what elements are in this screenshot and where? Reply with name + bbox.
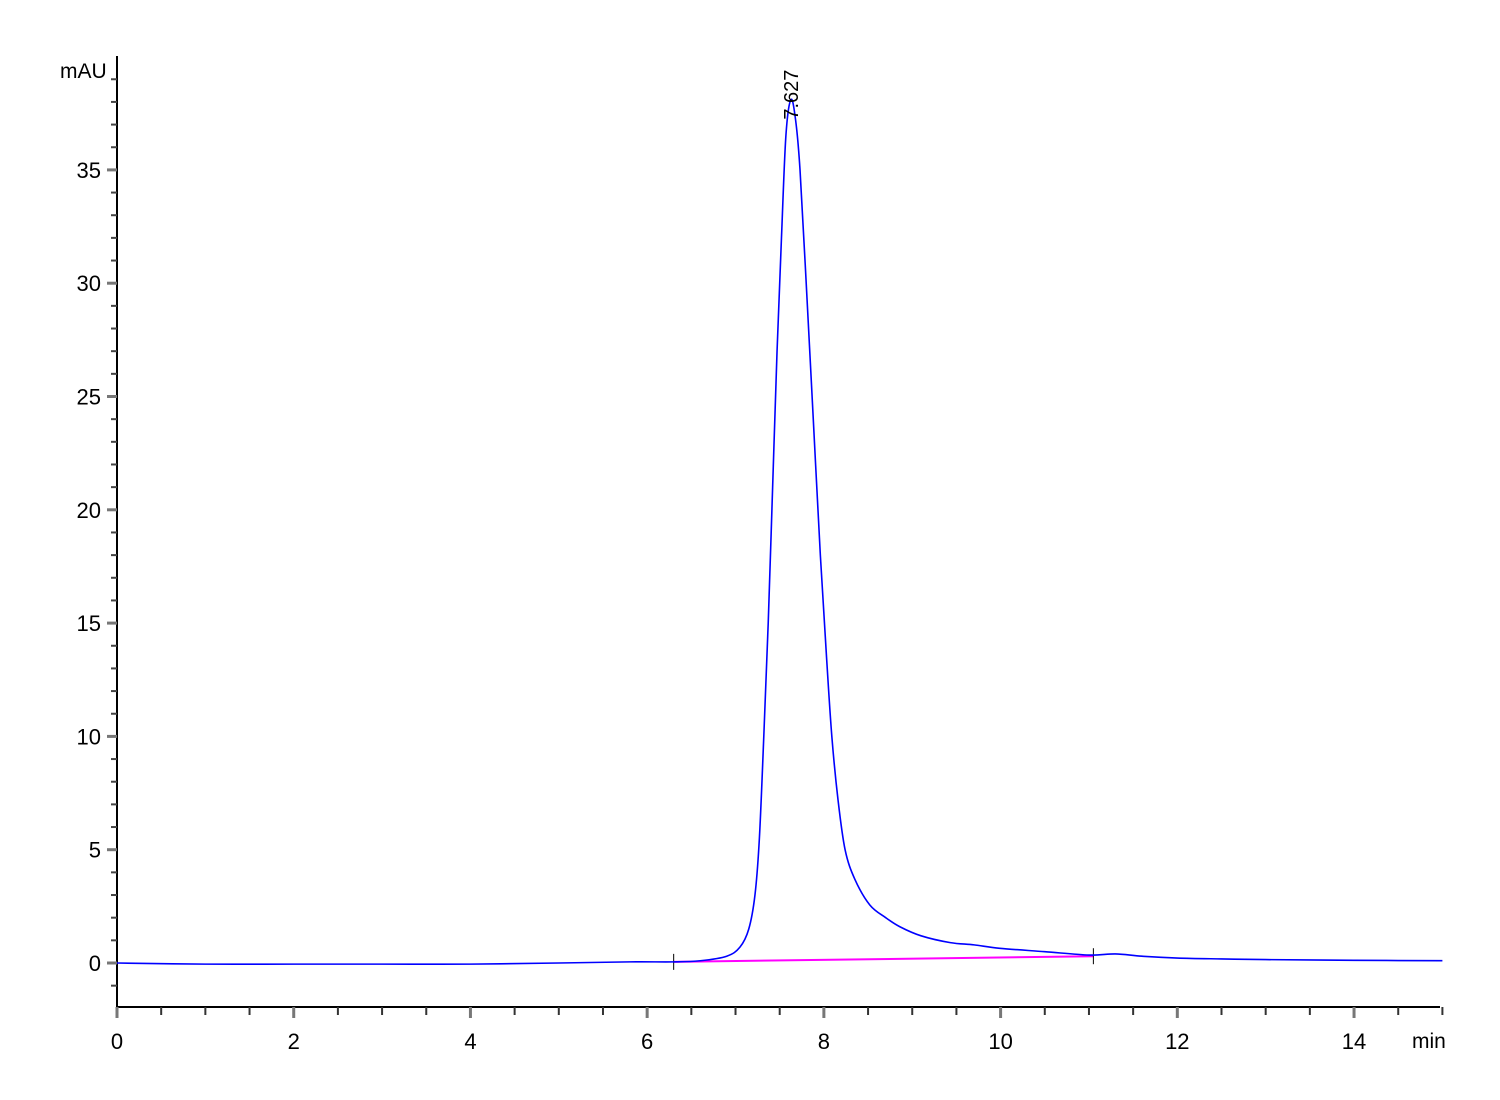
y-tick-label: 20: [77, 498, 101, 523]
x-tick-label: 0: [111, 1029, 123, 1054]
y-tick-label: 5: [89, 838, 101, 863]
y-tick-label: 25: [77, 385, 101, 410]
y-tick-label: 15: [77, 611, 101, 636]
x-tick-label: 8: [818, 1029, 830, 1054]
x-ticks: 0 2 4 6 8 10 12 14: [111, 1007, 1444, 1054]
x-tick-label: 4: [464, 1029, 476, 1054]
peak-retention-label: 7.627: [781, 70, 803, 120]
x-tick-label: 6: [641, 1029, 653, 1054]
integration-baseline: [673, 955, 1094, 963]
y-tick-label: 35: [77, 158, 101, 183]
x-tick-label: 12: [1165, 1029, 1189, 1054]
axes: [116, 56, 1440, 1008]
y-axis-label: mAU: [60, 60, 107, 83]
x-tick-label: 14: [1342, 1029, 1366, 1054]
x-axis-label: min: [1412, 1030, 1446, 1053]
y-tick-label: 10: [77, 724, 101, 749]
y-tick-label: 0: [89, 951, 101, 976]
chromatogram-trace: [116, 98, 1443, 966]
plot-area: 7.627: [116, 70, 1443, 970]
y-ticks: 0 5 10 15 20 25 30 35: [77, 78, 117, 987]
x-tick-label: 2: [288, 1029, 300, 1054]
x-tick-label: 10: [988, 1029, 1012, 1054]
y-tick-label: 30: [77, 271, 101, 296]
